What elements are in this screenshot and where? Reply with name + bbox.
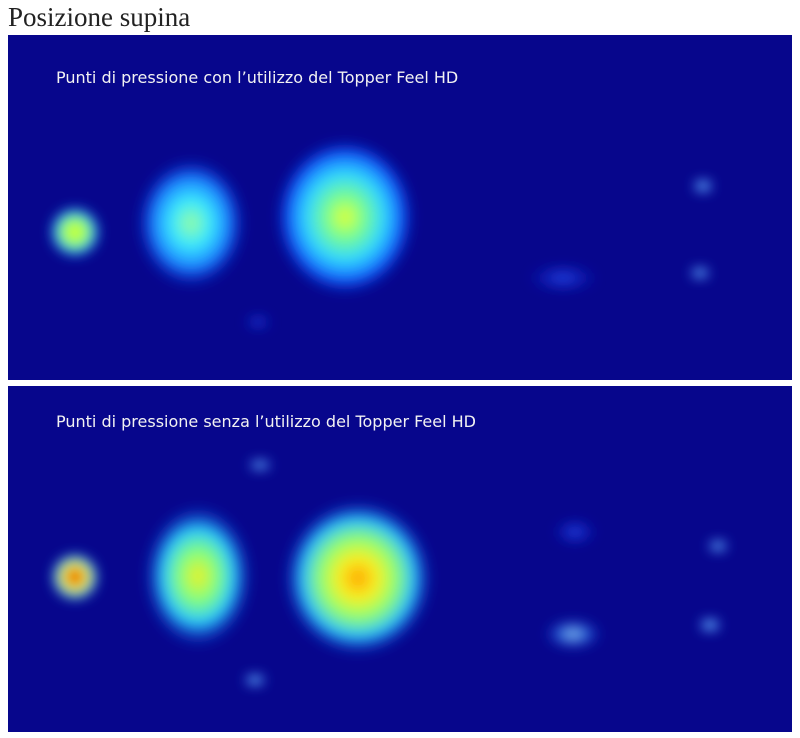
head-blob <box>51 553 99 601</box>
pressure-map-without-topper: Punti di pressione senza l’utilizzo del … <box>8 386 792 732</box>
panel-caption: Punti di pressione con l’utilizzo del To… <box>56 68 459 87</box>
panel-caption: Punti di pressione senza l’utilizzo del … <box>56 412 476 431</box>
pelvis-blob <box>275 139 415 295</box>
heel-dot <box>691 178 715 194</box>
pelvis-blob <box>283 500 433 656</box>
heel-dot <box>688 266 712 280</box>
head-blob <box>49 206 101 258</box>
elbow-dot <box>242 673 268 687</box>
pressure-map-with-topper: Punti di pressione con l’utilizzo del To… <box>8 35 792 380</box>
heatmap <box>51 459 730 687</box>
shoulder-blob <box>143 504 253 648</box>
calf-spot <box>553 519 597 545</box>
elbow-dot <box>244 314 272 330</box>
shoulder-blob <box>136 158 246 288</box>
section-title: Posizione supina <box>8 2 191 32</box>
calf-spot <box>528 264 598 292</box>
heatmap <box>49 139 715 330</box>
calf-spot <box>543 618 603 650</box>
heel-dot <box>697 617 723 633</box>
arm-dot <box>246 459 274 471</box>
heel-dot <box>706 539 730 553</box>
